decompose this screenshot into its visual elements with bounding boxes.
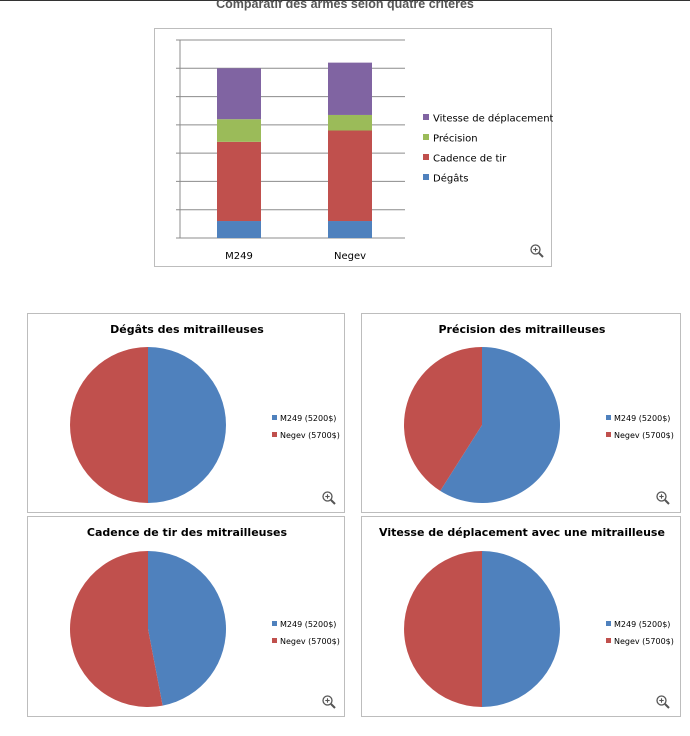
legend-swatch-vitesse-de-deplacement <box>423 114 429 120</box>
legend-label: M249 (5200$) <box>614 620 670 629</box>
legend-swatch <box>606 638 611 643</box>
bar-segment-degats-m249 <box>217 221 261 238</box>
legend-swatch-degats <box>423 174 429 180</box>
bar-segment-cadence-de-tir-m249 <box>217 141 261 222</box>
legend-label: Negev (5700$) <box>614 431 674 440</box>
bar-segment-precision-negev <box>328 114 372 131</box>
pie-slice-m249-5200 <box>148 551 227 706</box>
stacked-bar-chart-panel: M249 Negev Vitesse de déplacement Précision… <box>154 28 553 267</box>
zoom-in-icon[interactable] <box>655 694 671 710</box>
page-title: Comparatif des armes selon quatre critèr… <box>216 0 474 11</box>
legend-label-vitesse-de-deplacement: Vitesse de déplacement <box>433 113 553 125</box>
pie-slice-negev-5700 <box>404 551 482 707</box>
pie-title: Cadence de tir des mitrailleuses <box>87 526 288 539</box>
bar-segment-precision-m249 <box>217 119 261 142</box>
pie-slice-m249-5200 <box>148 347 226 503</box>
legend-label: M249 (5200$) <box>614 414 670 423</box>
pie-slice-m249-5200 <box>440 347 560 503</box>
legend-label-precision: Précision <box>433 133 478 145</box>
zoom-in-icon[interactable] <box>321 694 337 710</box>
legend-label: M249 (5200$) <box>280 620 336 629</box>
legend-swatch <box>272 415 277 420</box>
zoom-in-icon[interactable] <box>529 243 545 259</box>
bar-segment-degats-negev <box>328 221 372 238</box>
legend-label: Negev (5700$) <box>614 637 674 646</box>
pie-title: Dégâts des mitrailleuses <box>110 323 264 336</box>
legend-label-degats: Dégâts <box>433 173 468 185</box>
legend-swatch <box>272 432 277 437</box>
pie-chart-panel-cadence: Cadence de tir des mitrailleuses M249 (52… <box>27 516 345 717</box>
pie-title: Vitesse de déplacement avec une mitraill… <box>379 526 665 539</box>
legend-swatch-cadence-de-tir <box>423 154 429 160</box>
pie-slice-negev-5700 <box>404 347 482 491</box>
x-tick-label: M249 <box>225 251 253 262</box>
pie-title: Précision des mitrailleuses <box>439 323 606 336</box>
legend-swatch <box>606 415 611 420</box>
legend-label: Negev (5700$) <box>280 637 340 646</box>
legend-swatch <box>272 621 277 626</box>
bar-segment-vitesse-de-deplacement-negev <box>328 62 372 115</box>
pie-chart-precision: Précision des mitrailleuses M249 (5200$) N… <box>404 323 674 503</box>
legend-swatch <box>606 621 611 626</box>
top-divider <box>0 0 690 1</box>
stacked-bar-chart: M249 Negev Vitesse de déplacement Précision… <box>176 39 553 262</box>
bar-segment-vitesse-de-deplacement-m249 <box>217 68 261 120</box>
legend-label: M249 (5200$) <box>280 414 336 423</box>
zoom-in-icon[interactable] <box>321 490 337 506</box>
pie-slice-negev-5700 <box>70 347 148 503</box>
pie-chart-panel-degats: Dégâts des mitrailleuses M249 (5200$) Nege… <box>27 313 345 513</box>
pie-chart-panel-vitesse: Vitesse de déplacement avec une mitraill… <box>361 516 681 717</box>
legend-swatch <box>272 638 277 643</box>
x-tick-label: Negev <box>334 251 366 262</box>
pie-slice-negev-5700 <box>70 551 163 707</box>
legend-label-cadence-de-tir: Cadence de tir <box>433 154 507 165</box>
zoom-in-icon[interactable] <box>655 490 671 506</box>
pie-chart-degats: Dégâts des mitrailleuses M249 (5200$) Nege… <box>70 323 340 503</box>
pie-slice-m249-5200 <box>482 551 560 707</box>
pie-chart-cadence: Cadence de tir des mitrailleuses M249 (52… <box>70 526 340 707</box>
legend-swatch <box>606 432 611 437</box>
pie-chart-panel-precision: Précision des mitrailleuses M249 (5200$) N… <box>361 313 681 513</box>
pie-chart-vitesse: Vitesse de déplacement avec une mitraill… <box>379 526 674 707</box>
bar-segment-cadence-de-tir-negev <box>328 130 372 222</box>
legend-label: Negev (5700$) <box>280 431 340 440</box>
legend-swatch-precision <box>423 134 429 140</box>
